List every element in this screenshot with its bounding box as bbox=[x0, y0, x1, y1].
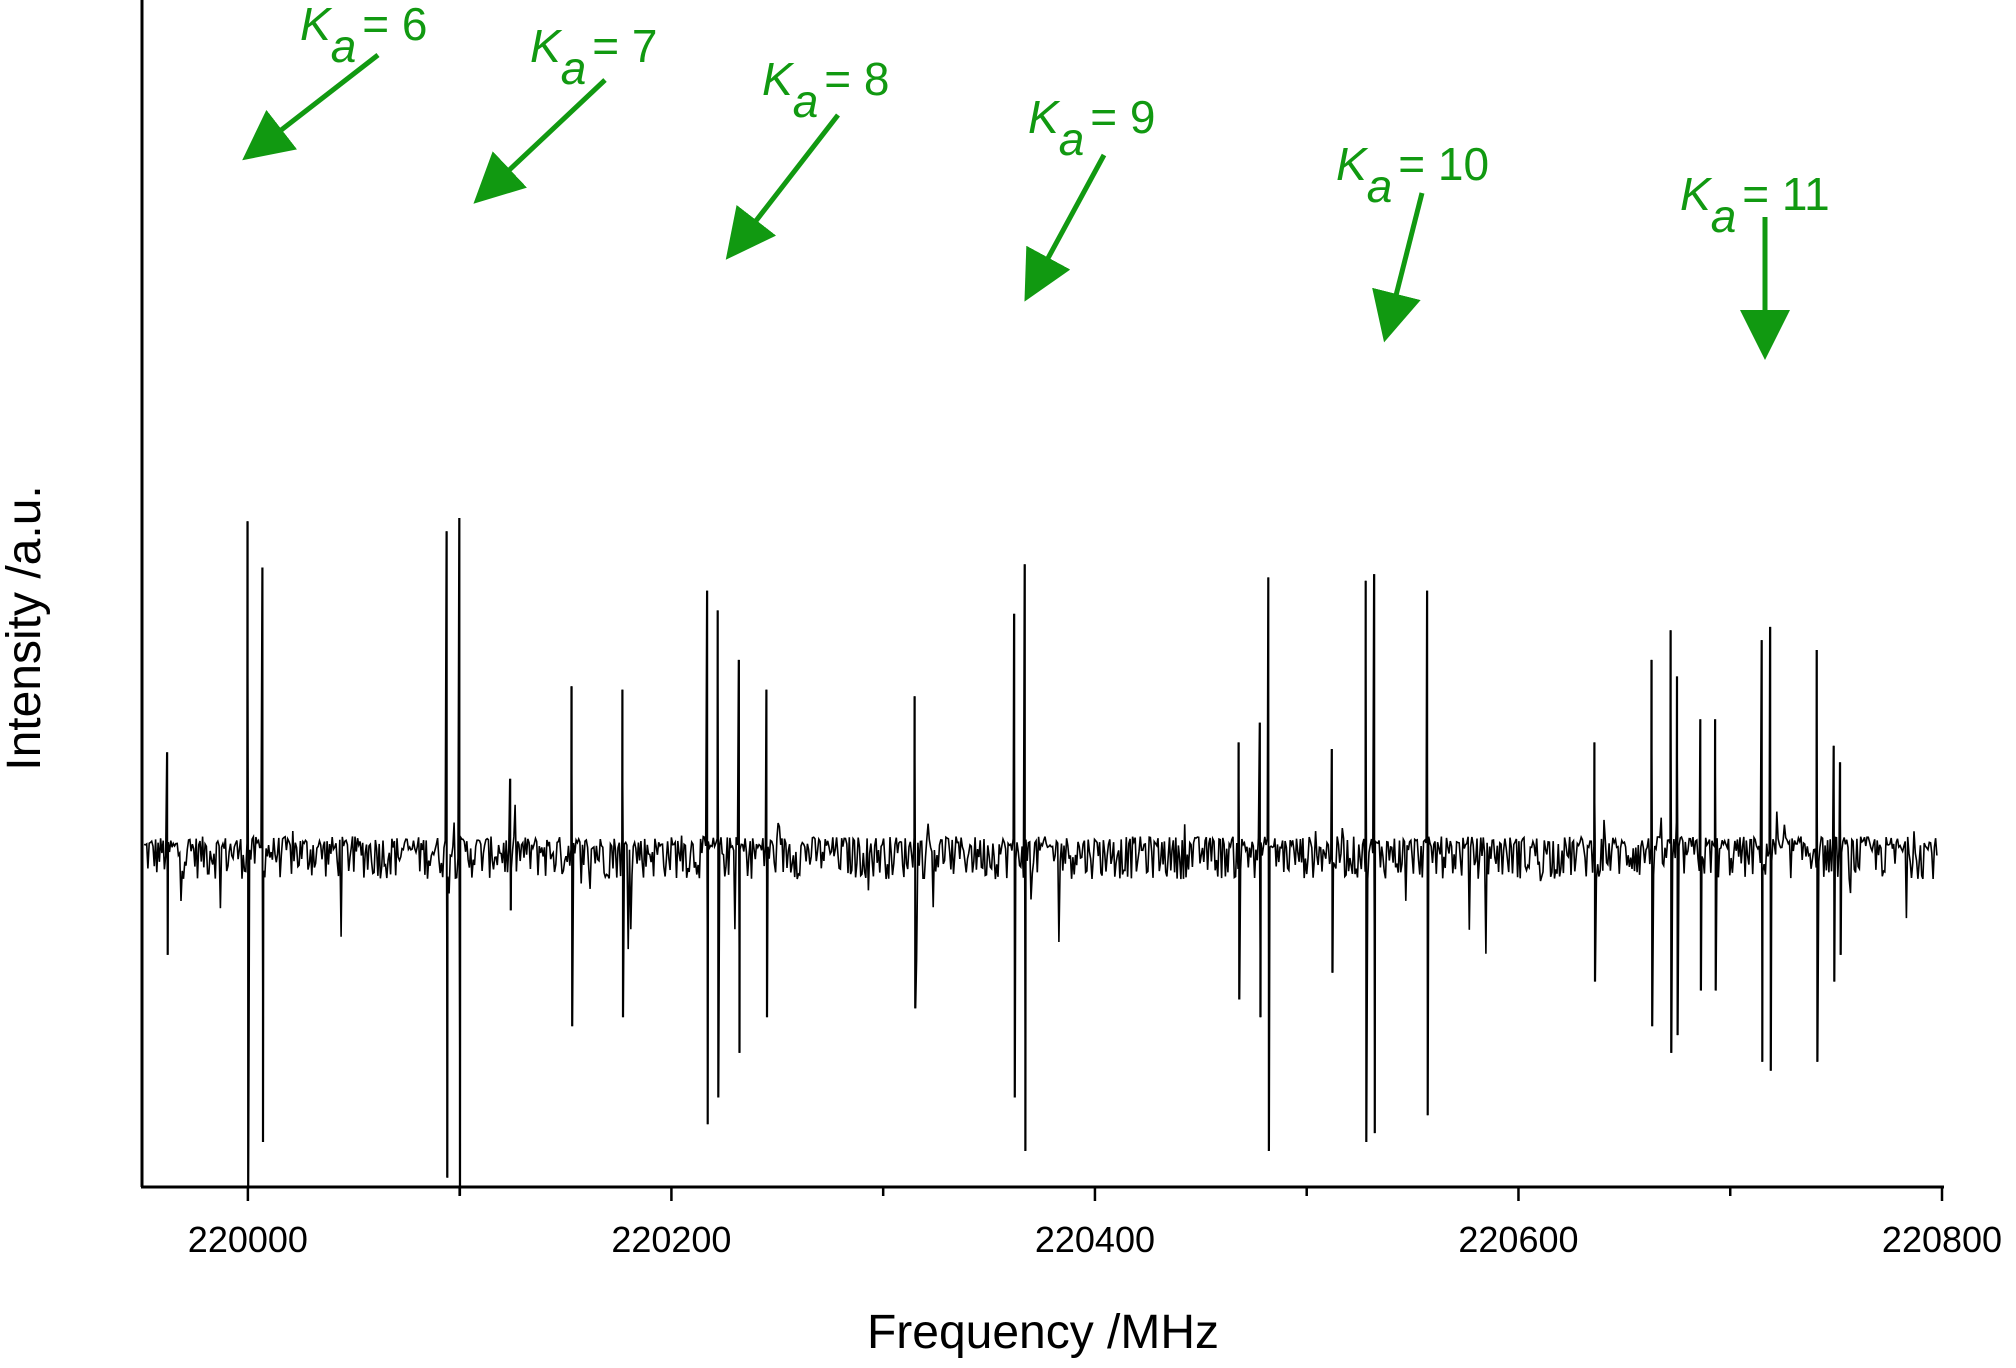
ka-arrow bbox=[473, 78, 607, 204]
plot-area bbox=[143, 517, 1938, 1196]
ka-label: Ka = 9 bbox=[1028, 91, 1156, 165]
ka-label: Ka = 7 bbox=[530, 20, 658, 94]
ka-label: Ka = 8 bbox=[762, 53, 890, 127]
x-axis-title: Frequency /MHz bbox=[867, 1306, 1219, 1359]
annotations: Ka = 6 Ka = 7 Ka = 8 Ka = 9 Ka = 10 Ka = 11 bbox=[242, 0, 1830, 360]
x-tick-label: 220800 bbox=[1882, 1219, 2002, 1260]
ka-arrow bbox=[725, 113, 840, 260]
ka-annotation: Ka = 9 bbox=[1024, 91, 1156, 302]
ka-annotation: Ka = 8 bbox=[725, 53, 890, 260]
x-axis-ticks: 220000 220200 220400 220600 220800 bbox=[188, 1187, 2002, 1260]
axes bbox=[140, 0, 1944, 1189]
ka-label: Ka = 6 bbox=[300, 0, 428, 72]
ka-arrow bbox=[242, 53, 380, 161]
x-tick-label: 220600 bbox=[1458, 1219, 1578, 1260]
spectrum-trace bbox=[143, 517, 1938, 1196]
x-tick-label: 220000 bbox=[188, 1219, 308, 1260]
x-tick-label: 220400 bbox=[1035, 1219, 1155, 1260]
ka-annotation: Ka = 11 bbox=[1680, 168, 1830, 360]
ka-arrow bbox=[1372, 192, 1425, 343]
ka-annotation: Ka = 7 bbox=[473, 20, 658, 204]
x-tick-label: 220200 bbox=[611, 1219, 731, 1260]
ka-label: Ka = 10 bbox=[1336, 138, 1489, 212]
ka-annotation: Ka = 6 bbox=[242, 0, 428, 161]
ka-label: Ka = 11 bbox=[1680, 168, 1830, 242]
y-axis-title: Intensity /a.u. bbox=[0, 485, 51, 771]
ka-arrow bbox=[1024, 153, 1107, 302]
ka-annotation: Ka = 10 bbox=[1336, 138, 1489, 343]
